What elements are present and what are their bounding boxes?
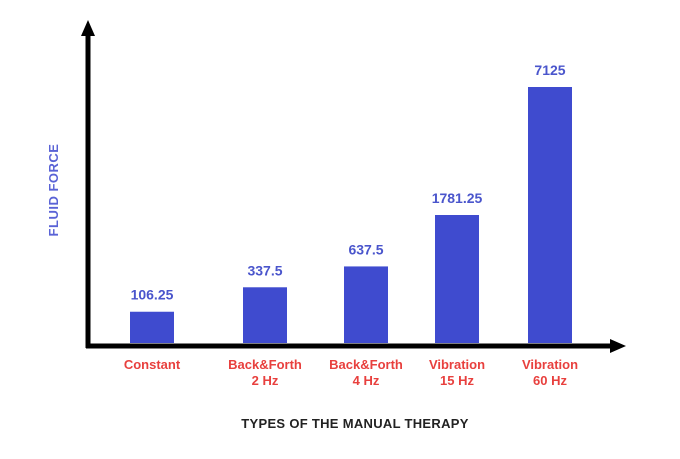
category-label-4-line-2: 15 Hz [440,373,474,388]
category-label-2-line-2: 2 Hz [252,373,279,388]
bar-4 [435,215,479,343]
bar-3 [344,266,388,343]
bar-5 [528,87,572,343]
bars [130,87,572,343]
bar-2 [243,287,287,343]
category-label-5-line-2: 60 Hz [533,373,567,388]
category-label-3-line-1: Back&Forth [329,357,403,372]
category-label-1: Constant [124,357,181,372]
y-axis-arrow [81,20,95,36]
category-label-4-line-1: Vibration [429,357,485,372]
value-label-1: 106.25 [131,287,174,303]
y-axis-label: FLUID FORCE [46,144,61,237]
category-label-3-line-2: 4 Hz [353,373,380,388]
category-label-2-line-1: Back&Forth [228,357,302,372]
x-axis-arrow [610,339,626,353]
value-label-4: 1781.25 [432,190,483,206]
value-label-5: 7125 [534,62,565,78]
value-labels: 106.25 337.5 637.5 1781.25 7125 [131,62,566,303]
value-label-3: 637.5 [348,241,383,257]
axes [81,20,626,353]
x-axis-label: TYPES OF THE MANUAL THERAPY [241,416,468,431]
category-label-5-line-1: Vibration [522,357,578,372]
bar-1 [130,311,174,343]
value-label-2: 337.5 [247,262,282,278]
